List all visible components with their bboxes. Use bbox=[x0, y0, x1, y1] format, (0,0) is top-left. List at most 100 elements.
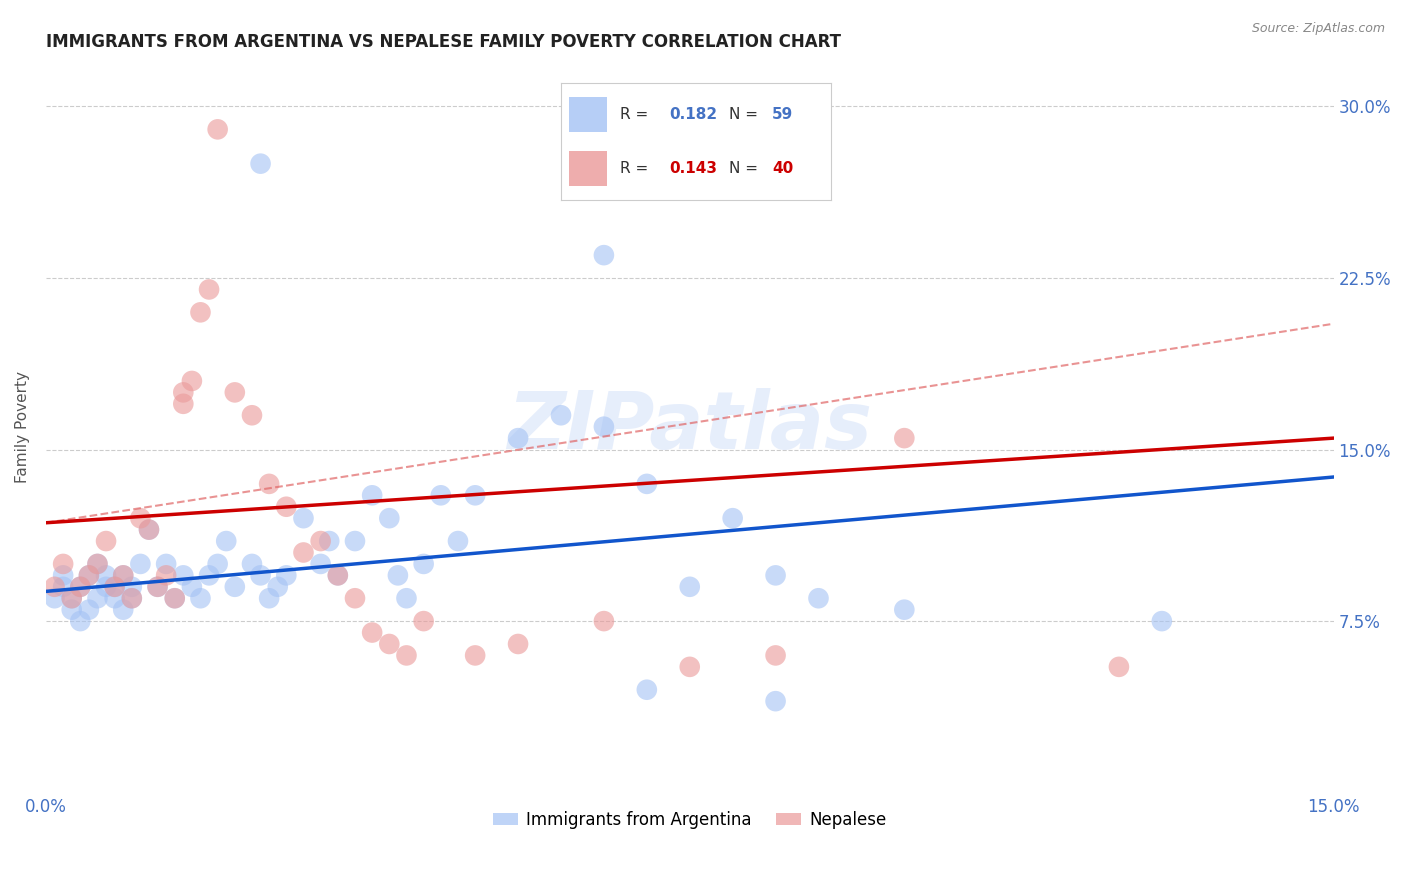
Point bbox=[163, 591, 186, 606]
Point bbox=[387, 568, 409, 582]
Text: Source: ZipAtlas.com: Source: ZipAtlas.com bbox=[1251, 22, 1385, 36]
Point bbox=[292, 545, 315, 559]
Point bbox=[69, 614, 91, 628]
Point bbox=[343, 534, 366, 549]
Point bbox=[155, 557, 177, 571]
Point bbox=[378, 511, 401, 525]
Point bbox=[190, 591, 212, 606]
Point bbox=[1150, 614, 1173, 628]
Point bbox=[378, 637, 401, 651]
Point bbox=[86, 557, 108, 571]
Point bbox=[893, 602, 915, 616]
Point bbox=[69, 580, 91, 594]
Point bbox=[506, 431, 529, 445]
Point bbox=[224, 385, 246, 400]
Point bbox=[104, 580, 127, 594]
Point bbox=[807, 591, 830, 606]
Point bbox=[1108, 660, 1130, 674]
Point bbox=[60, 591, 83, 606]
Point bbox=[94, 534, 117, 549]
Point bbox=[395, 591, 418, 606]
Point bbox=[412, 557, 434, 571]
Point bbox=[146, 580, 169, 594]
Point bbox=[721, 511, 744, 525]
Point bbox=[276, 500, 298, 514]
Point bbox=[292, 511, 315, 525]
Point bbox=[636, 682, 658, 697]
Point bbox=[593, 248, 616, 262]
Point bbox=[765, 648, 787, 663]
Point bbox=[180, 580, 202, 594]
Point bbox=[765, 694, 787, 708]
Point bbox=[249, 156, 271, 170]
Point bbox=[198, 283, 221, 297]
Point bbox=[257, 591, 280, 606]
Point bbox=[224, 580, 246, 594]
Point bbox=[172, 397, 194, 411]
Point bbox=[112, 568, 135, 582]
Point bbox=[309, 534, 332, 549]
Point bbox=[52, 580, 75, 594]
Point bbox=[172, 385, 194, 400]
Point bbox=[86, 591, 108, 606]
Point bbox=[163, 591, 186, 606]
Point bbox=[395, 648, 418, 663]
Text: IMMIGRANTS FROM ARGENTINA VS NEPALESE FAMILY POVERTY CORRELATION CHART: IMMIGRANTS FROM ARGENTINA VS NEPALESE FA… bbox=[46, 33, 841, 51]
Point bbox=[112, 602, 135, 616]
Point bbox=[129, 511, 152, 525]
Point bbox=[343, 591, 366, 606]
Point bbox=[679, 660, 702, 674]
Point bbox=[593, 614, 616, 628]
Point bbox=[447, 534, 470, 549]
Point bbox=[44, 591, 66, 606]
Point bbox=[464, 488, 486, 502]
Legend: Immigrants from Argentina, Nepalese: Immigrants from Argentina, Nepalese bbox=[486, 805, 894, 836]
Point bbox=[309, 557, 332, 571]
Point bbox=[60, 591, 83, 606]
Point bbox=[240, 409, 263, 423]
Point bbox=[215, 534, 238, 549]
Point bbox=[104, 580, 127, 594]
Point bbox=[257, 476, 280, 491]
Point bbox=[276, 568, 298, 582]
Point bbox=[77, 568, 100, 582]
Point bbox=[112, 568, 135, 582]
Point bbox=[138, 523, 160, 537]
Point bbox=[86, 557, 108, 571]
Point bbox=[240, 557, 263, 571]
Point bbox=[121, 591, 143, 606]
Point bbox=[249, 568, 271, 582]
Point bbox=[121, 591, 143, 606]
Point bbox=[180, 374, 202, 388]
Point bbox=[593, 419, 616, 434]
Point bbox=[198, 568, 221, 582]
Point bbox=[412, 614, 434, 628]
Point bbox=[77, 602, 100, 616]
Point bbox=[430, 488, 453, 502]
Point bbox=[52, 568, 75, 582]
Point bbox=[52, 557, 75, 571]
Point bbox=[44, 580, 66, 594]
Point bbox=[267, 580, 290, 594]
Point bbox=[318, 534, 340, 549]
Point bbox=[506, 637, 529, 651]
Point bbox=[121, 580, 143, 594]
Point bbox=[94, 580, 117, 594]
Point bbox=[155, 568, 177, 582]
Y-axis label: Family Poverty: Family Poverty bbox=[15, 371, 30, 483]
Point bbox=[361, 625, 384, 640]
Point bbox=[765, 568, 787, 582]
Point bbox=[361, 488, 384, 502]
Point bbox=[893, 431, 915, 445]
Point bbox=[69, 580, 91, 594]
Point bbox=[207, 122, 229, 136]
Point bbox=[104, 591, 127, 606]
Point bbox=[464, 648, 486, 663]
Text: ZIPatlas: ZIPatlas bbox=[508, 388, 872, 466]
Point bbox=[326, 568, 349, 582]
Point bbox=[190, 305, 212, 319]
Point bbox=[77, 568, 100, 582]
Point bbox=[172, 568, 194, 582]
Point bbox=[60, 602, 83, 616]
Point bbox=[129, 557, 152, 571]
